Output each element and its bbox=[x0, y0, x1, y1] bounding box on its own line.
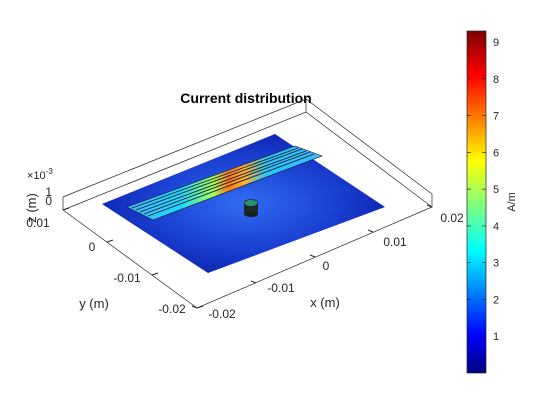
colorbar-tick-label: 7 bbox=[493, 111, 499, 123]
axes-back-edge-right bbox=[305, 98, 433, 195]
strip-hatch-lines bbox=[131, 147, 315, 217]
y-axis: -0.02 -0.01 0 0.01 y (m) bbox=[26, 207, 204, 316]
strip-outline bbox=[126, 145, 323, 221]
colorbar-tick-label: 9 bbox=[493, 37, 499, 49]
y-tick-label: 0.01 bbox=[26, 216, 50, 230]
colorbar-ticks: 1 2 3 4 5 6 7 8 9 bbox=[467, 37, 499, 343]
feed-post-body bbox=[244, 203, 258, 214]
colorbar-tick-label: 8 bbox=[493, 74, 499, 86]
y-tick-label: 0 bbox=[89, 240, 96, 254]
z-exponent: ×10-3 bbox=[27, 167, 53, 182]
colorbar-tick-label: 4 bbox=[493, 221, 499, 233]
feed-post-top bbox=[243, 199, 259, 207]
y-tick-mark bbox=[196, 305, 204, 309]
x-tick-mark bbox=[367, 229, 374, 233]
y-tick-label: -0.01 bbox=[113, 271, 141, 285]
colorbar-tick-label: 5 bbox=[493, 184, 499, 196]
colorbar-scale bbox=[466, 30, 487, 374]
strip-body bbox=[127, 146, 322, 220]
colorbar: 1 2 3 4 5 6 7 8 9 A/m bbox=[466, 30, 518, 374]
feed-post bbox=[243, 199, 259, 217]
axes-back-edge-top bbox=[62, 98, 307, 198]
colorbar-tick-label: 2 bbox=[493, 294, 499, 306]
colorbar-tick-label: 3 bbox=[493, 258, 499, 270]
x-tick-label: 0 bbox=[323, 259, 330, 273]
strip-patch bbox=[126, 145, 323, 221]
z-exponent-power: -3 bbox=[46, 167, 54, 176]
z-exponent-base: ×10 bbox=[27, 170, 46, 182]
x-tick-mark bbox=[191, 305, 198, 309]
x-tick-label: -0.02 bbox=[208, 307, 236, 321]
feed-post-bottom bbox=[244, 211, 258, 217]
z-axis: 0 1 ×10-3 z (m) bbox=[24, 167, 53, 223]
x-tick-mark bbox=[426, 204, 433, 208]
x-tick-mark bbox=[250, 280, 257, 284]
z-axis-label: z (m) bbox=[24, 193, 39, 223]
x-axis: -0.02 -0.01 0 0.01 0.02 x (m) bbox=[191, 204, 464, 321]
z-tick-label: 0 bbox=[45, 194, 52, 208]
chart-title: Current distribution bbox=[180, 90, 311, 106]
x-tick-label: 0.01 bbox=[383, 235, 407, 249]
y-tick-mark bbox=[106, 239, 114, 243]
y-tick-mark bbox=[151, 272, 159, 276]
ground-plane bbox=[102, 134, 385, 273]
x-tick-label: 0.02 bbox=[440, 211, 464, 225]
colorbar-tick-label: 1 bbox=[493, 331, 499, 343]
y-tick-mark bbox=[62, 207, 70, 211]
x-axis-label: x (m) bbox=[310, 295, 340, 310]
x-tick-label: -0.01 bbox=[267, 281, 295, 295]
x-tick-mark bbox=[309, 254, 316, 258]
y-axis-label: y (m) bbox=[79, 296, 109, 311]
y-tick-label: -0.02 bbox=[158, 302, 186, 316]
colorbar-tick-label: 6 bbox=[493, 147, 499, 159]
z-tick-label: 1 bbox=[45, 185, 52, 199]
colorbar-label: A/m bbox=[506, 192, 518, 212]
